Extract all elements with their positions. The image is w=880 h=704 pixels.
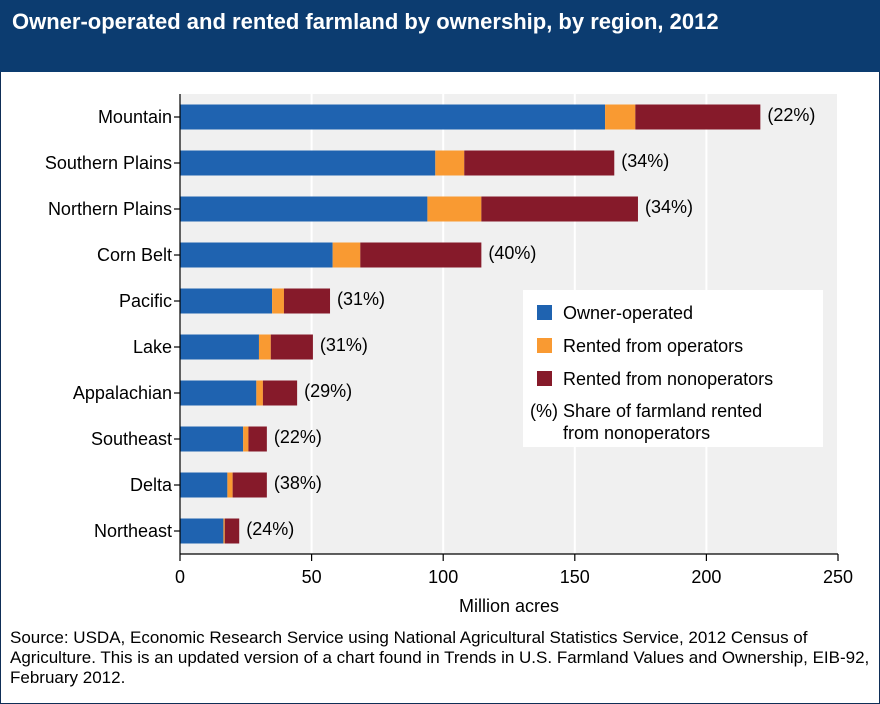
data-label: (34%)	[645, 197, 693, 217]
bar-rented-from-operators	[227, 472, 233, 498]
x-tick-label: 0	[175, 567, 185, 587]
x-tick-label: 100	[428, 567, 458, 587]
bar-owner-operated	[180, 380, 257, 406]
category-label: Southeast	[91, 429, 172, 449]
source-note: Source: USDA, Economic Research Service …	[10, 628, 870, 687]
bars	[180, 104, 761, 544]
bar-rented-from-operators	[258, 334, 271, 360]
header-banner: Owner-operated and rented farmland by ow…	[0, 0, 880, 72]
category-label: Appalachian	[73, 383, 172, 403]
bar-rented-from-operators	[256, 380, 263, 406]
category-labels: Mountain Southern Plains Northern Plains Co…	[45, 107, 173, 541]
legend-swatch	[537, 371, 552, 386]
chart-title: Owner-operated and rented farmland by ow…	[12, 9, 719, 34]
bar-owner-operated	[180, 472, 228, 498]
x-tick-label: 50	[302, 567, 322, 587]
bar-rented-from-nonoperators	[283, 288, 331, 314]
bar-owner-operated	[180, 518, 224, 544]
bar-rented-from-nonoperators	[635, 104, 761, 130]
data-label: (40%)	[488, 243, 536, 263]
bar-rented-from-nonoperators	[262, 380, 298, 406]
x-tick-label: 250	[823, 567, 853, 587]
bar-owner-operated	[180, 426, 244, 452]
bar-rented-from-nonoperators	[464, 150, 615, 176]
bar-rented-from-operators	[243, 426, 249, 452]
bar-rented-from-nonoperators	[270, 334, 313, 360]
bar-rented-from-nonoperators	[224, 518, 240, 544]
bar-rented-from-nonoperators	[360, 242, 482, 268]
bar-owner-operated	[180, 104, 606, 130]
legend-swatch	[537, 305, 552, 320]
category-label: Lake	[133, 337, 172, 357]
bar-rented-from-operators	[605, 104, 636, 130]
legend-note-text: Share of farmland rented	[563, 401, 762, 421]
bar-owner-operated	[180, 150, 436, 176]
category-label: Pacific	[119, 291, 172, 311]
bar-rented-from-nonoperators	[248, 426, 267, 452]
bar-rented-from-operators	[427, 196, 482, 222]
bar-rented-from-nonoperators	[232, 472, 267, 498]
legend: Owner-operated Rented from operators Rente…	[523, 290, 823, 447]
data-labels: (22%) (34%) (34%) (40%) (31%) (31%) (29%) (22%)…	[246, 105, 815, 539]
bar-owner-operated	[180, 242, 333, 268]
legend-label: Rented from nonoperators	[563, 369, 773, 389]
data-label: (24%)	[246, 519, 294, 539]
bar-rented-from-operators	[435, 150, 465, 176]
legend-box	[523, 290, 823, 447]
legend-label: Rented from operators	[563, 336, 743, 356]
legend-note-text: from nonoperators	[563, 423, 710, 443]
x-axis: 0 50 100 150 200 250	[174, 94, 853, 587]
data-label: (31%)	[320, 335, 368, 355]
bar-rented-from-operators	[223, 518, 225, 544]
category-label: Corn Belt	[97, 245, 172, 265]
data-label: (38%)	[274, 473, 322, 493]
bar-owner-operated	[180, 196, 428, 222]
legend-note-symbol: (%)	[530, 401, 558, 421]
legend-label: Owner-operated	[563, 303, 693, 323]
x-axis-label: Million acres	[459, 596, 559, 616]
data-label: (22%)	[274, 427, 322, 447]
data-label: (22%)	[767, 105, 815, 125]
bar-rented-from-nonoperators	[481, 196, 638, 222]
legend-swatch	[537, 338, 552, 353]
category-label: Mountain	[98, 107, 172, 127]
category-label: Delta	[130, 475, 173, 495]
bar-owner-operated	[180, 288, 273, 314]
x-tick-label: 150	[560, 567, 590, 587]
bar-rented-from-operators	[332, 242, 361, 268]
category-label: Southern Plains	[45, 153, 172, 173]
bar-rented-from-operators	[272, 288, 284, 314]
bar-owner-operated	[180, 334, 259, 360]
x-tick-label: 200	[691, 567, 721, 587]
data-label: (34%)	[621, 151, 669, 171]
category-label: Northern Plains	[48, 199, 172, 219]
data-label: (31%)	[337, 289, 385, 309]
data-label: (29%)	[304, 381, 352, 401]
category-label: Northeast	[94, 521, 172, 541]
